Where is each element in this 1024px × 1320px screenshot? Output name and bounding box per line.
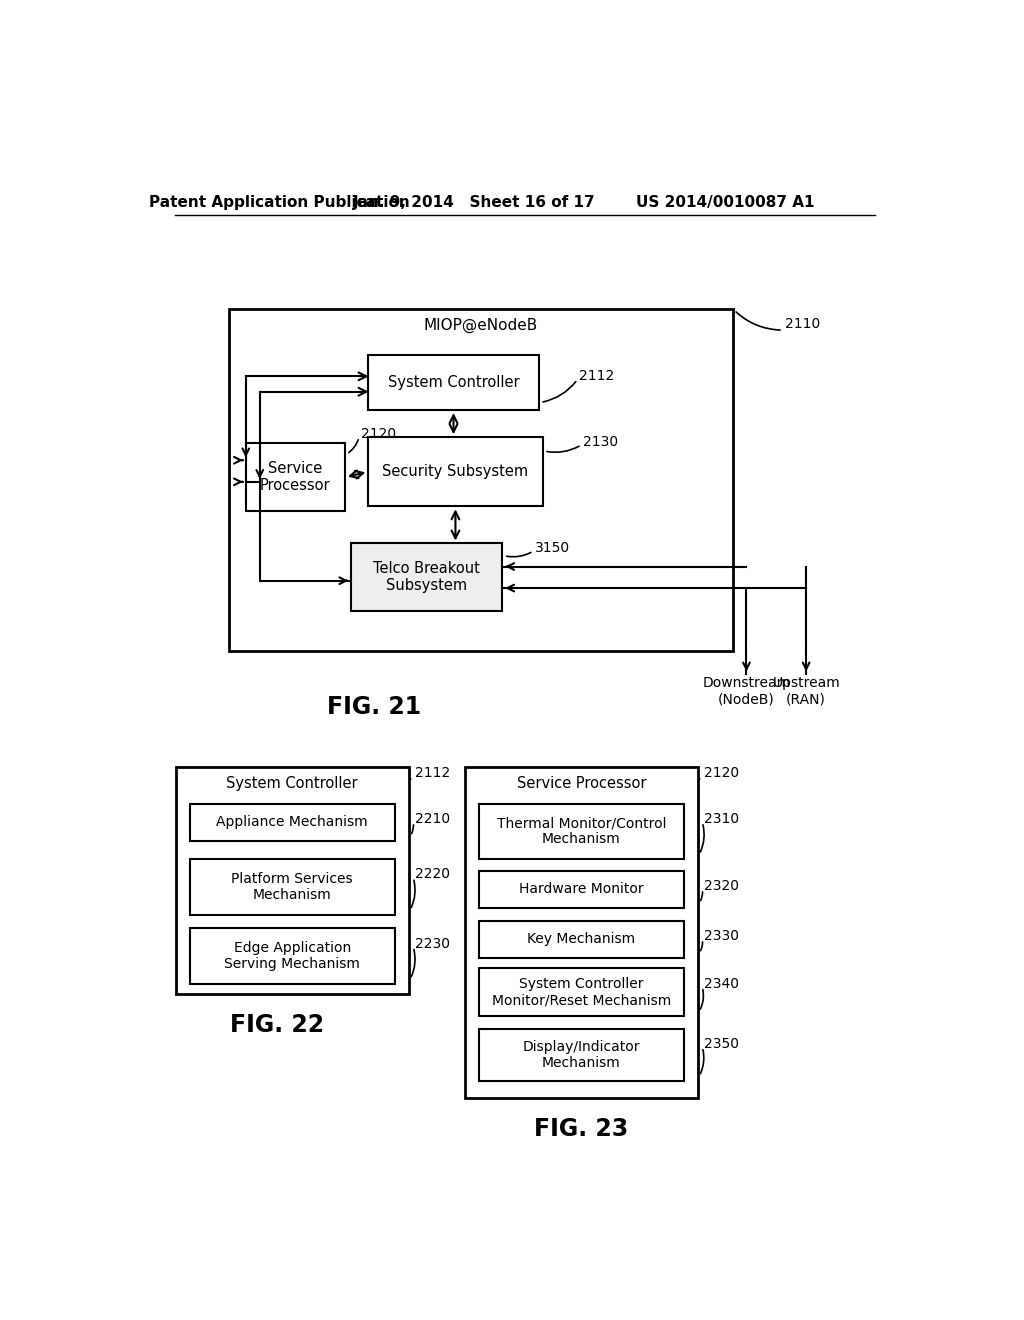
Text: 2210: 2210 [415, 812, 450, 826]
Text: 2230: 2230 [415, 937, 450, 950]
Text: Security Subsystem: Security Subsystem [382, 465, 528, 479]
Text: 2310: 2310 [703, 812, 739, 826]
Bar [369, 355, 539, 411]
Text: MIOP@eNodeB: MIOP@eNodeB [424, 318, 538, 333]
Bar [190, 804, 394, 841]
Text: System Controller
Monitor/Reset Mechanism: System Controller Monitor/Reset Mechanis… [492, 977, 671, 1007]
Text: 2120: 2120 [360, 428, 395, 441]
Text: Downstream
(NodeB): Downstream (NodeB) [702, 676, 791, 706]
Text: 3150: 3150 [535, 541, 570, 554]
Text: Key Mechanism: Key Mechanism [527, 932, 636, 946]
Text: FIG. 23: FIG. 23 [535, 1117, 629, 1140]
Text: 2130: 2130 [583, 434, 618, 449]
Bar [479, 804, 684, 859]
Text: Thermal Monitor/Control
Mechanism: Thermal Monitor/Control Mechanism [497, 816, 667, 846]
Text: Jan. 9, 2014   Sheet 16 of 17: Jan. 9, 2014 Sheet 16 of 17 [353, 195, 596, 210]
Text: 2120: 2120 [703, 766, 739, 780]
Text: Upstream
(RAN): Upstream (RAN) [772, 676, 840, 706]
Text: Edge Application
Serving Mechanism: Edge Application Serving Mechanism [224, 941, 360, 972]
Text: 2112: 2112 [579, 370, 614, 383]
Bar [479, 1028, 684, 1081]
Text: FIG. 21: FIG. 21 [328, 694, 422, 718]
Bar [479, 871, 684, 908]
Text: Display/Indicator
Mechanism: Display/Indicator Mechanism [522, 1040, 640, 1069]
Bar [351, 544, 503, 611]
Bar [465, 767, 697, 1098]
Text: Service Processor: Service Processor [517, 776, 646, 791]
Bar [176, 767, 409, 994]
Text: 2340: 2340 [703, 977, 739, 991]
Text: System Controller: System Controller [388, 375, 519, 389]
Bar [228, 309, 732, 651]
Bar [479, 921, 684, 958]
Text: Telco Breakout
Subsystem: Telco Breakout Subsystem [374, 561, 480, 594]
Text: Hardware Monitor: Hardware Monitor [519, 882, 644, 896]
Text: 2112: 2112 [415, 766, 450, 780]
Text: 2350: 2350 [703, 1038, 739, 1051]
Text: 2220: 2220 [415, 867, 450, 882]
Text: Service
Processor: Service Processor [260, 461, 331, 494]
Bar [369, 437, 543, 507]
Text: 2320: 2320 [703, 879, 739, 894]
Text: Platform Services
Mechanism: Platform Services Mechanism [231, 871, 353, 902]
Text: Appliance Mechanism: Appliance Mechanism [216, 816, 368, 829]
Bar [190, 859, 394, 915]
Bar [479, 969, 684, 1016]
Text: 2110: 2110 [785, 317, 820, 331]
Text: System Controller: System Controller [226, 776, 358, 791]
Text: 2330: 2330 [703, 929, 739, 942]
Text: FIG. 22: FIG. 22 [229, 1012, 324, 1036]
Text: US 2014/0010087 A1: US 2014/0010087 A1 [636, 195, 814, 210]
Text: Patent Application Publication: Patent Application Publication [148, 195, 410, 210]
Bar [246, 444, 345, 511]
Bar [190, 928, 394, 983]
